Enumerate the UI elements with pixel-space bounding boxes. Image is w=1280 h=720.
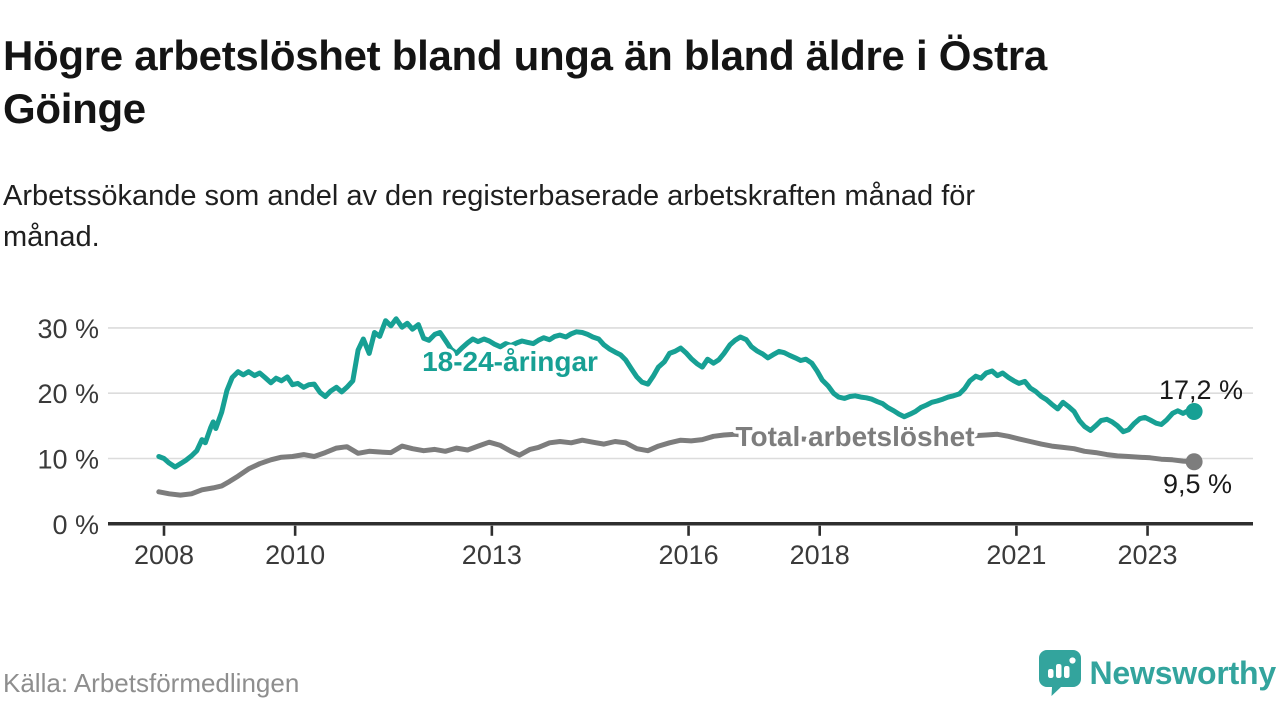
x-tick-label-2023: 2023: [1118, 540, 1178, 570]
source-note: Källa: Arbetsförmedlingen: [3, 668, 300, 698]
x-tick-label-2010: 2010: [265, 540, 325, 570]
brand-logo: Newsworthy: [1038, 650, 1277, 696]
series-end-value-0: 17,2 %: [1159, 375, 1243, 405]
x-tick-label-2013: 2013: [462, 540, 522, 570]
y-tick-label-20: 20 %: [37, 379, 99, 409]
x-tick-label-2021: 2021: [986, 540, 1046, 570]
chart-subtitle: Arbetssökande som andel av den registerb…: [3, 180, 976, 253]
series-end-value-1: 9,5 %: [1163, 469, 1232, 499]
x-tick-label-2008: 2008: [134, 540, 194, 570]
y-tick-label-0: 0 %: [52, 510, 99, 540]
brand-wordmark: Newsworthy: [1089, 654, 1277, 691]
x-tick-label-2016: 2016: [659, 540, 719, 570]
newsworthy-icon: [1038, 650, 1081, 696]
series-line-1: [156, 431, 1197, 498]
series-line-0: [156, 316, 1197, 470]
y-tick-label-10: 10 %: [37, 445, 99, 475]
series-end-dot-0: [1185, 402, 1203, 420]
x-tick-label-2018: 2018: [790, 540, 850, 570]
series-label-0: 18-24-åringar: [422, 346, 598, 377]
chart-title: Högre arbetslöshet bland unga än bland ä…: [3, 32, 1047, 132]
y-tick-label-30: 30 %: [37, 314, 99, 344]
series-label-1: Total arbetslöshet: [735, 421, 974, 452]
series-end-dot-1: [1185, 453, 1203, 471]
